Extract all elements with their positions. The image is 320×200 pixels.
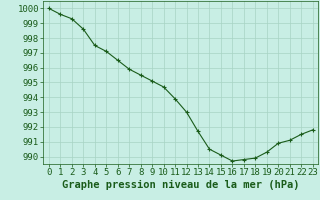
X-axis label: Graphe pression niveau de la mer (hPa): Graphe pression niveau de la mer (hPa)	[62, 180, 300, 190]
